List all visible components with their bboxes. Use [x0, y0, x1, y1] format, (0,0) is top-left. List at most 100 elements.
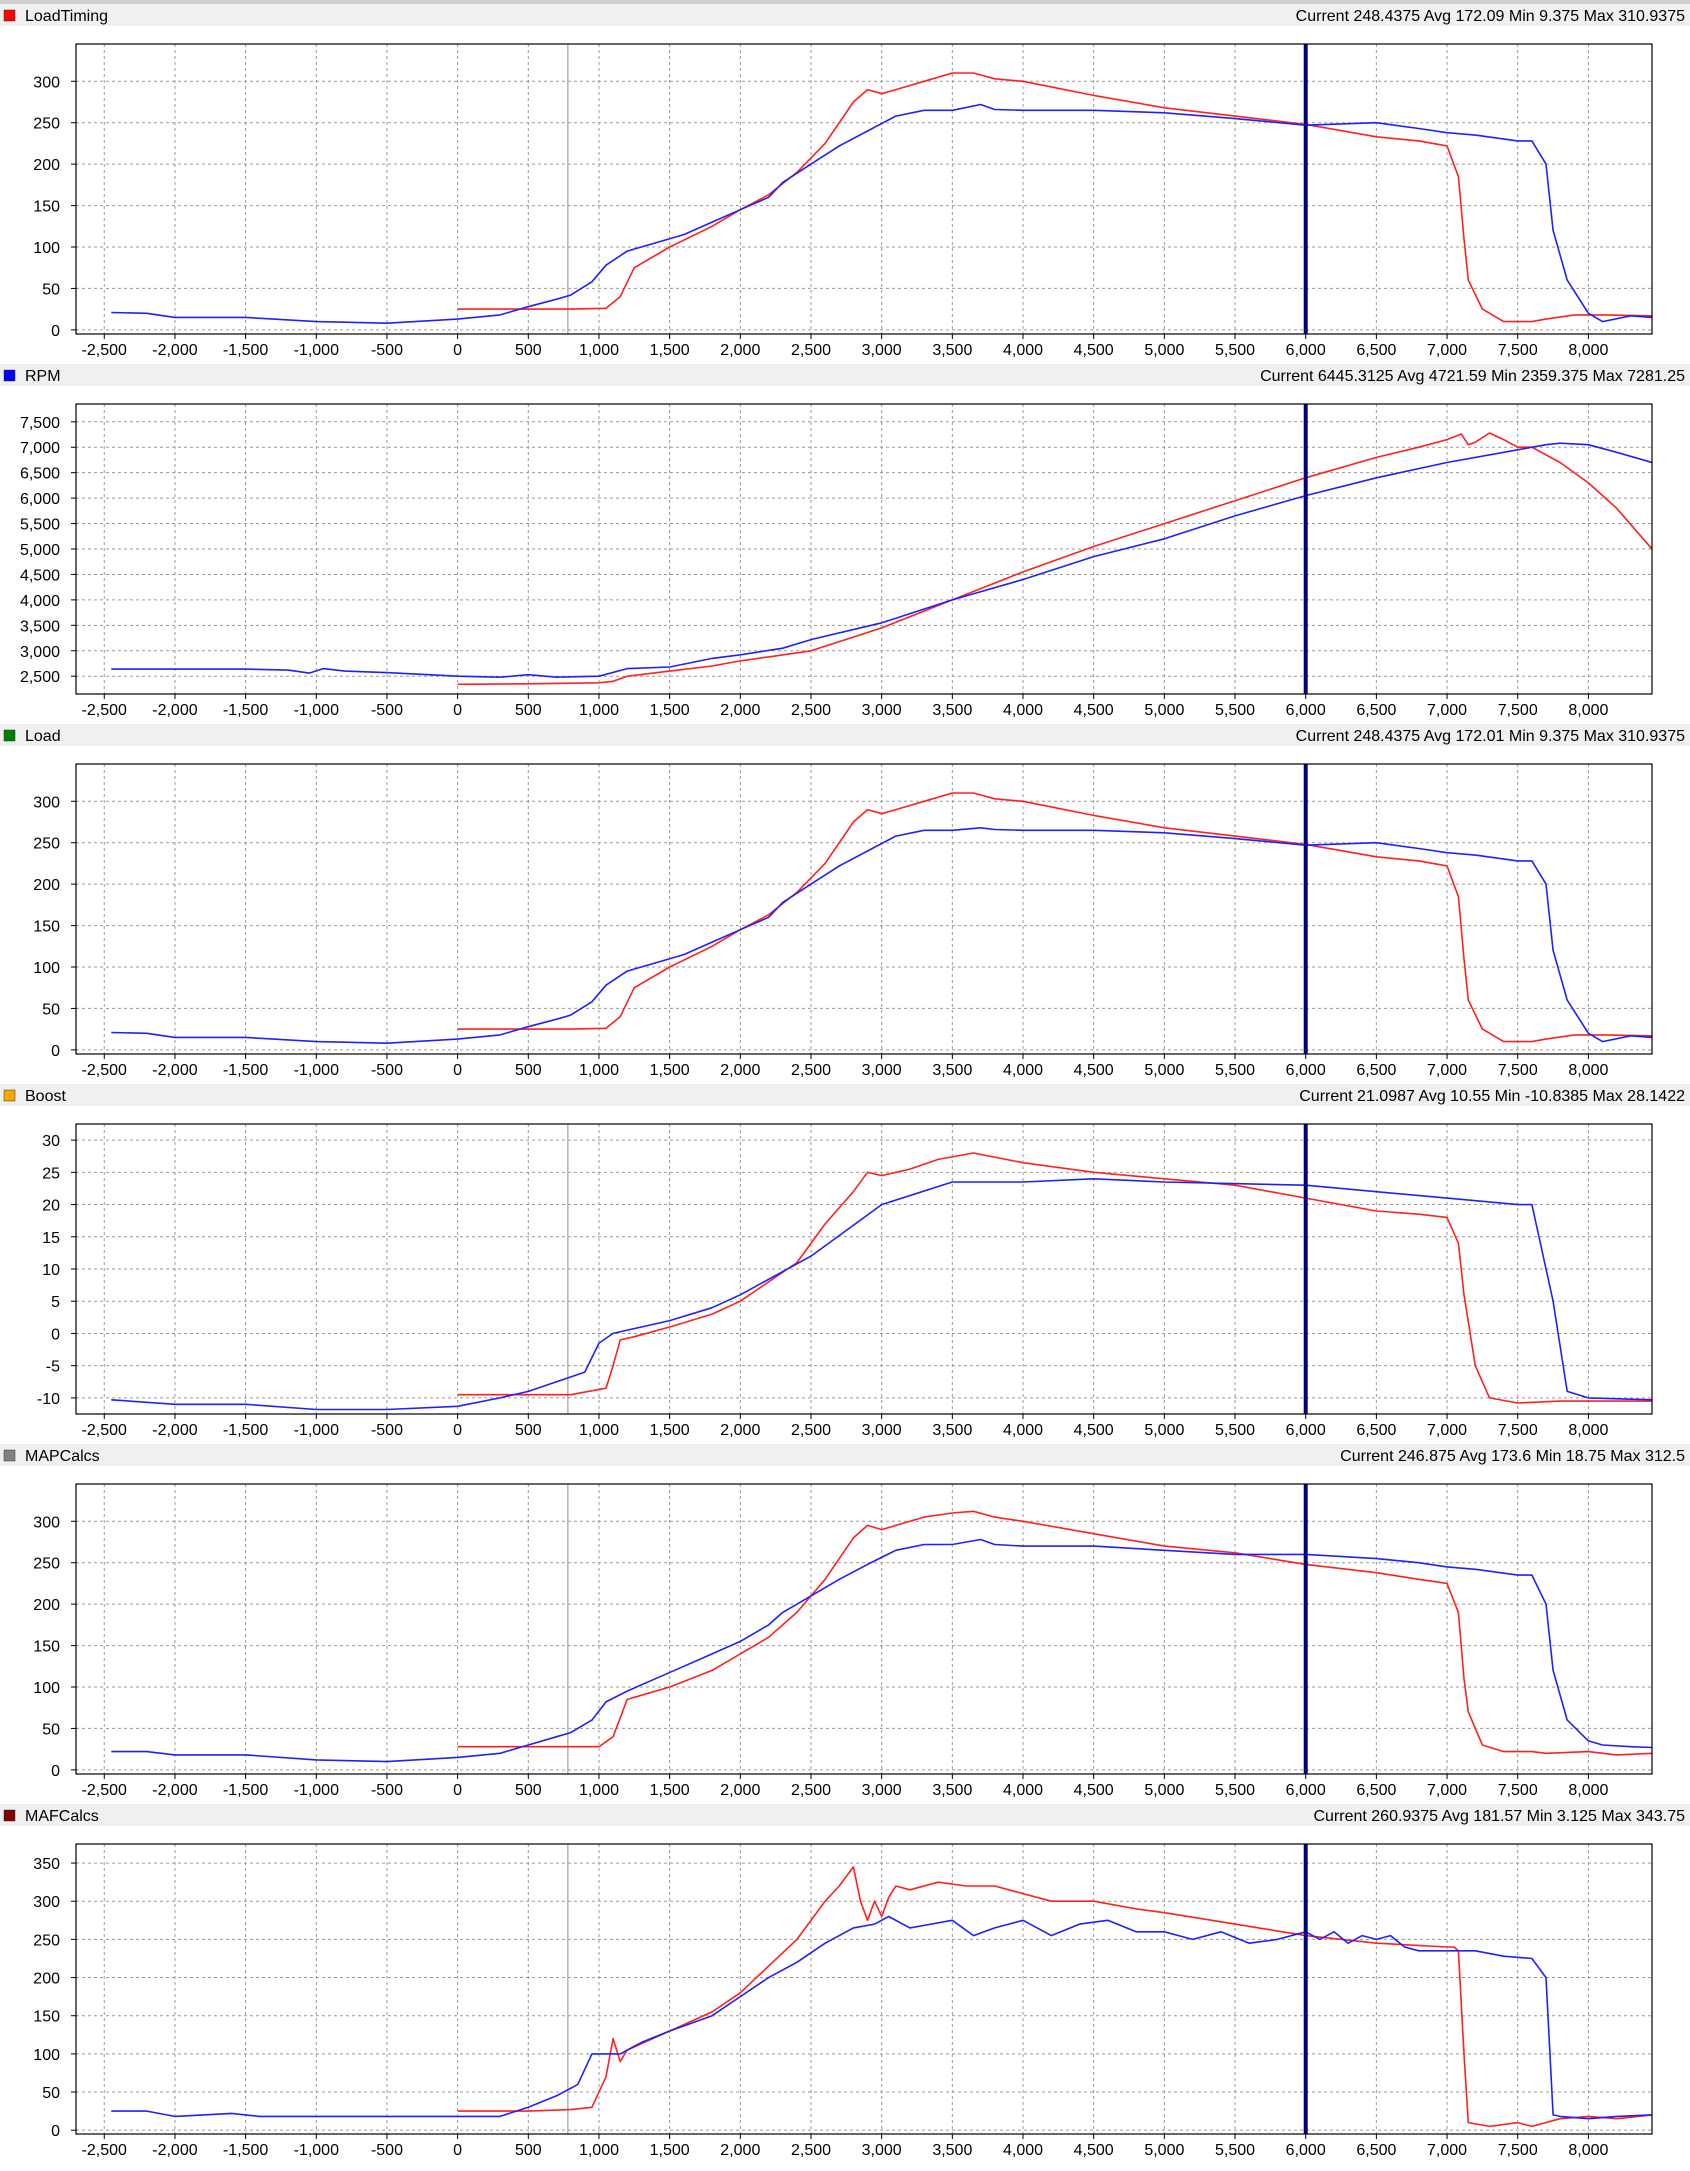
plot-area[interactable] — [76, 1844, 1652, 2134]
x-tick-label: 3,500 — [932, 342, 972, 359]
y-tick-label: -5 — [46, 1359, 60, 1376]
x-tick-label: 1,500 — [650, 342, 690, 359]
panel-header — [0, 1084, 1690, 1106]
x-tick-label: 1,000 — [579, 1782, 619, 1799]
x-tick-label: 2,000 — [720, 2142, 760, 2159]
x-tick-label: 2,000 — [720, 1782, 760, 1799]
panel-header — [0, 724, 1690, 746]
panel-header — [0, 4, 1690, 26]
y-tick-label: 0 — [51, 1043, 60, 1060]
plot-border — [75, 763, 1653, 1055]
x-tick-label: 1,000 — [579, 2142, 619, 2159]
y-tick-label: 4,500 — [20, 567, 60, 584]
panel-title: RPM — [25, 368, 61, 385]
x-tick-label: 4,500 — [1074, 1062, 1114, 1079]
y-tick-label: 3,000 — [20, 644, 60, 661]
x-tick-label: -2,000 — [152, 1782, 197, 1799]
x-tick-label: 4,500 — [1074, 1422, 1114, 1439]
x-tick-label: 4,000 — [1003, 702, 1043, 719]
x-tick-label: -1,500 — [223, 1422, 268, 1439]
x-tick-label: 2,500 — [791, 702, 831, 719]
y-tick-label: 6,500 — [20, 466, 60, 483]
x-tick-label: -2,500 — [82, 702, 127, 719]
y-tick-label: 200 — [33, 157, 60, 174]
x-tick-label: 1,000 — [579, 342, 619, 359]
series-swatch-icon — [3, 729, 16, 742]
x-tick-label: 0 — [453, 342, 462, 359]
y-tick-label: 10 — [42, 1262, 60, 1279]
x-tick-label: 3,000 — [862, 2142, 902, 2159]
x-tick-label: 6,000 — [1286, 1422, 1326, 1439]
y-tick-label: 300 — [33, 74, 60, 91]
series-line-blue — [111, 827, 1653, 1044]
x-tick-label: 1,000 — [579, 702, 619, 719]
panel-stats: Current 21.0987 Avg 10.55 Min -10.8385 M… — [1299, 1088, 1685, 1105]
panel-mafcalcs: MAFCalcs Current 260.9375 Avg 181.57 Min … — [0, 1804, 1690, 2159]
x-tick-label: 500 — [515, 342, 542, 359]
x-tick-label: 6,500 — [1356, 702, 1396, 719]
x-tick-label: -500 — [371, 1062, 403, 1079]
y-tick-label: 200 — [33, 1971, 60, 1988]
y-tick-label: 7,000 — [20, 440, 60, 457]
x-tick-label: 2,500 — [791, 2142, 831, 2159]
x-tick-label: 6,000 — [1286, 1782, 1326, 1799]
x-tick-label: -1,500 — [223, 342, 268, 359]
series-line-red — [457, 1152, 1652, 1404]
x-tick-label: 8,000 — [1568, 1062, 1608, 1079]
x-tick-label: 7,000 — [1427, 2142, 1467, 2159]
x-tick-label: -2,500 — [82, 1422, 127, 1439]
y-tick-label: 150 — [33, 919, 60, 936]
series-line-blue — [111, 1915, 1653, 2120]
x-tick-label: 1,000 — [579, 1062, 619, 1079]
plot-area[interactable] — [76, 764, 1652, 1054]
x-tick-label: 2,000 — [720, 1062, 760, 1079]
y-tick-label: 5,500 — [20, 517, 60, 534]
x-tick-label: 3,000 — [862, 1062, 902, 1079]
y-tick-label: 50 — [42, 1721, 60, 1738]
y-tick-label: 0 — [51, 1326, 60, 1343]
plot-area[interactable] — [76, 44, 1652, 334]
x-tick-label: 0 — [453, 1782, 462, 1799]
y-tick-label: 0 — [51, 2123, 60, 2140]
series-line-blue — [111, 103, 1653, 324]
x-tick-label: 7,500 — [1498, 1062, 1538, 1079]
x-tick-label: -2,000 — [152, 1062, 197, 1079]
y-tick-label: 3,500 — [20, 618, 60, 635]
y-tick-label: 4,000 — [20, 593, 60, 610]
y-tick-label: 300 — [33, 1894, 60, 1911]
x-tick-label: 4,500 — [1074, 702, 1114, 719]
panel-stats: Current 248.4375 Avg 172.01 Min 9.375 Ma… — [1296, 728, 1685, 745]
x-tick-label: -2,000 — [152, 342, 197, 359]
series-line-blue — [111, 1538, 1653, 1763]
panel-load: Load Current 248.4375 Avg 172.01 Min 9.37… — [0, 724, 1690, 1079]
x-tick-label: 7,000 — [1427, 1062, 1467, 1079]
x-tick-label: 2,000 — [720, 702, 760, 719]
x-tick-label: -2,000 — [152, 1422, 197, 1439]
y-tick-label: 100 — [33, 2047, 60, 2064]
y-tick-label: 150 — [33, 2009, 60, 2026]
x-tick-label: -500 — [371, 342, 403, 359]
panel-stats: Current 248.4375 Avg 172.09 Min 9.375 Ma… — [1296, 8, 1685, 25]
series-swatch-icon — [3, 369, 16, 382]
y-tick-label: 250 — [33, 116, 60, 133]
plot-border — [75, 1843, 1653, 2135]
x-tick-label: 5,500 — [1215, 342, 1255, 359]
y-tick-label: 100 — [33, 240, 60, 257]
x-tick-label: 7,000 — [1427, 1782, 1467, 1799]
plot-area[interactable] — [76, 1484, 1652, 1774]
y-tick-label: 50 — [42, 1001, 60, 1018]
x-tick-label: -1,000 — [294, 1062, 339, 1079]
x-tick-label: 0 — [453, 1422, 462, 1439]
x-tick-label: 5,000 — [1144, 342, 1184, 359]
plot-border — [75, 1483, 1653, 1775]
y-tick-label: 250 — [33, 1932, 60, 1949]
x-tick-label: 2,000 — [720, 1422, 760, 1439]
x-tick-label: 8,000 — [1568, 342, 1608, 359]
panel-title: MAFCalcs — [25, 1808, 99, 1825]
x-tick-label: 8,000 — [1568, 1422, 1608, 1439]
series-line-red — [457, 792, 1653, 1043]
x-tick-label: 7,500 — [1498, 1422, 1538, 1439]
series-line-blue — [111, 442, 1653, 678]
x-tick-label: 3,000 — [862, 702, 902, 719]
x-tick-label: -500 — [371, 2142, 403, 2159]
